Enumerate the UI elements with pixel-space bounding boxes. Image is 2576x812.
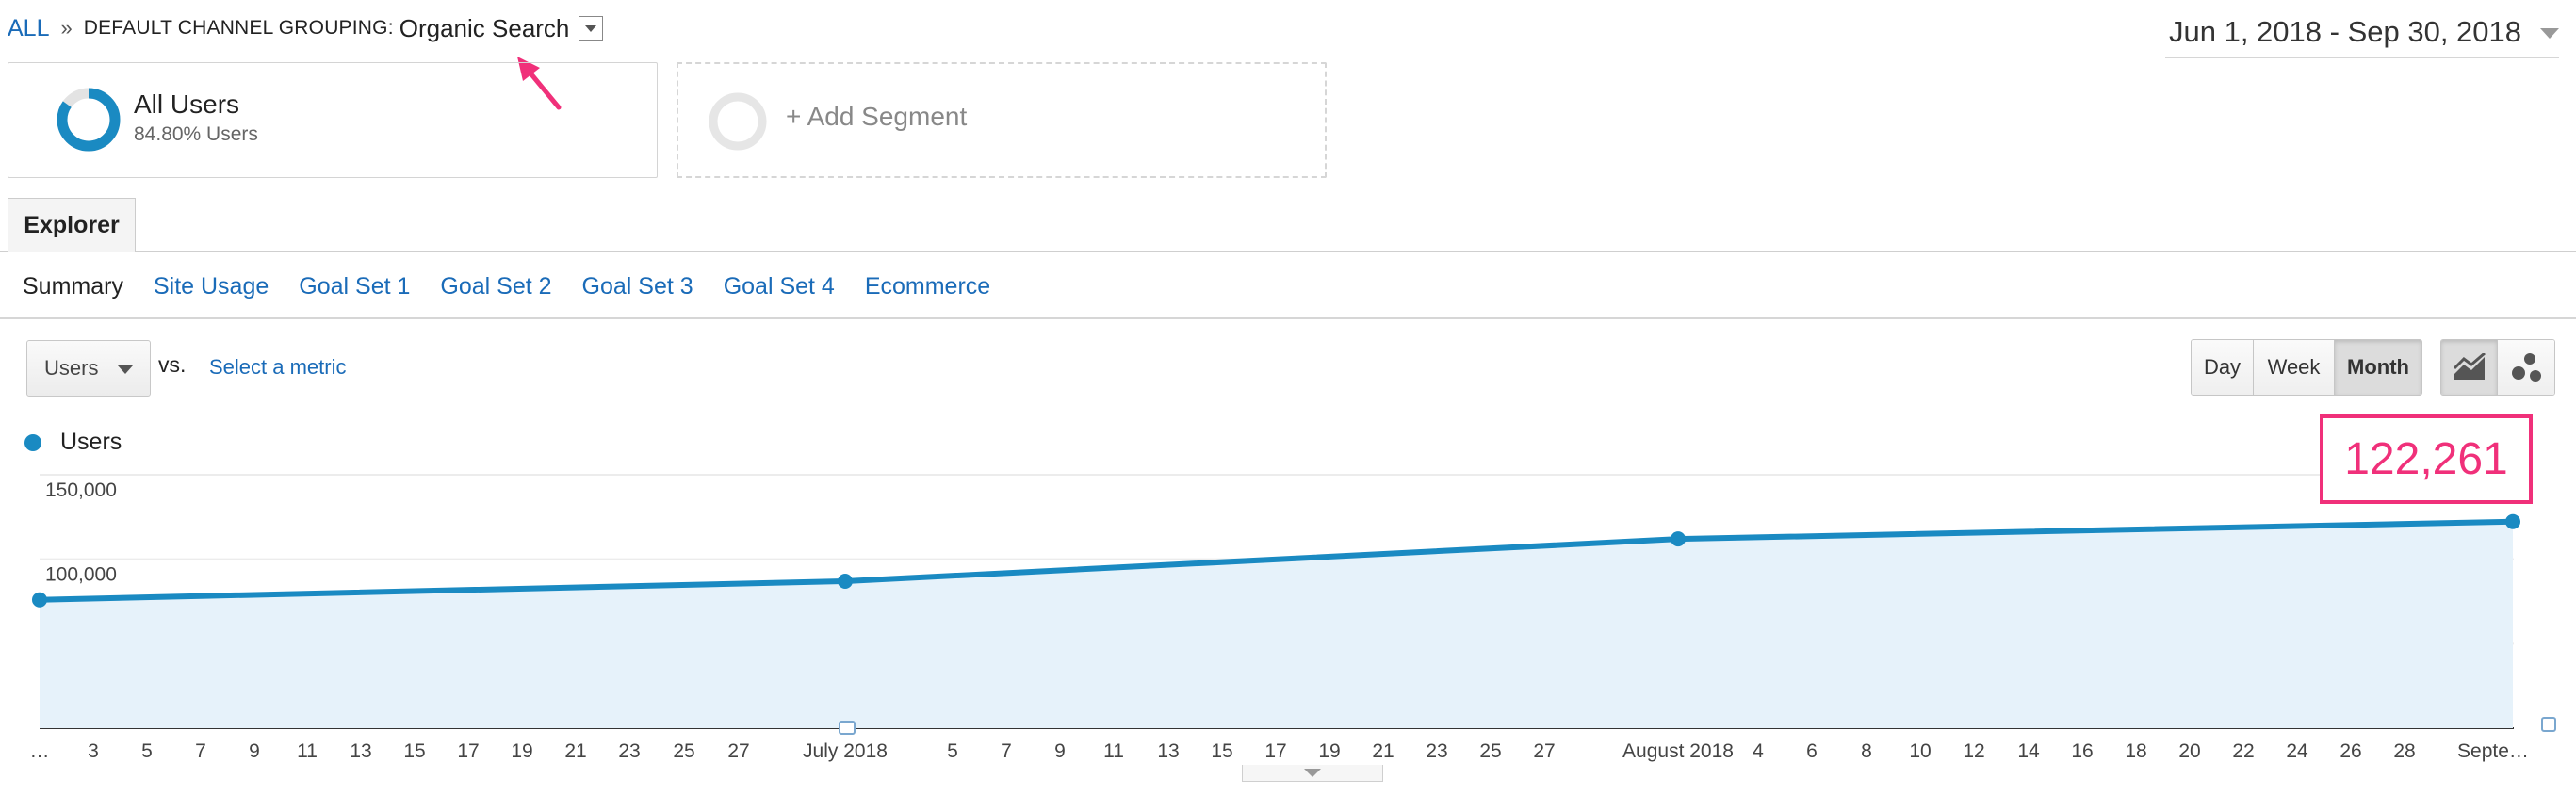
x-tick-label: 8 <box>1861 740 1872 762</box>
subtab-goal-set-2[interactable]: Goal Set 2 <box>440 272 552 300</box>
x-tick-label: 9 <box>1054 740 1066 762</box>
subtab-divider <box>0 317 2576 319</box>
metric-select[interactable]: Users <box>26 340 151 397</box>
x-tick-label: 21 <box>564 740 586 762</box>
y-tick-label: 100,000 <box>45 564 117 586</box>
chevron-down-icon <box>2540 28 2559 39</box>
x-tick-label: 19 <box>1318 740 1340 762</box>
period-week-button[interactable]: Week <box>2254 340 2335 395</box>
motion-chart-view-button[interactable] <box>2498 340 2554 395</box>
period-day-button[interactable]: Day <box>2192 340 2254 395</box>
x-tick-label: 23 <box>618 740 640 762</box>
annotation-marker-icon <box>2541 717 2556 732</box>
subtab-ecommerce[interactable]: Ecommerce <box>864 272 991 300</box>
line-chart-view-button[interactable] <box>2441 340 2498 395</box>
x-tick-label: 25 <box>673 740 694 762</box>
subtab-summary[interactable]: Summary <box>23 272 123 300</box>
y-tick-label: 150,000 <box>45 479 117 501</box>
x-tick-label: 27 <box>1533 740 1555 762</box>
x-tick-label: 3 <box>88 740 99 762</box>
x-tick-label: 19 <box>511 740 532 762</box>
x-tick-label: 27 <box>727 740 749 762</box>
x-tick-label: 13 <box>1157 740 1179 762</box>
subtab-site-usage[interactable]: Site Usage <box>153 272 269 300</box>
date-range-text: Jun 1, 2018 - Sep 30, 2018 <box>2169 15 2522 48</box>
breadcrumb-dimension-value: Organic Search <box>399 13 570 42</box>
bubble-chart-icon <box>2512 353 2541 382</box>
x-tick-label: 22 <box>2232 740 2254 762</box>
x-tick-label: 11 <box>297 740 318 762</box>
x-tick-label: 16 <box>2071 740 2093 762</box>
breadcrumb-dimension-label: DEFAULT CHANNEL GROUPING: <box>83 17 394 39</box>
vs-label: vs. <box>158 352 187 377</box>
chart-legend: Users <box>24 429 122 456</box>
x-tick-label: 21 <box>1372 740 1394 762</box>
chevron-down-icon <box>118 365 133 374</box>
x-tick-label: 14 <box>2017 740 2040 762</box>
segment-name: All Users <box>134 89 240 119</box>
x-tick-label: 13 <box>350 740 371 762</box>
breadcrumb: ALL » DEFAULT CHANNEL GROUPING: Organic … <box>8 11 604 45</box>
segment-all-users[interactable]: All Users 84.80% Users <box>8 62 658 178</box>
x-tick-label: 5 <box>947 740 958 762</box>
breadcrumb-all-link[interactable]: ALL <box>8 14 50 41</box>
legend-label: Users <box>60 429 122 455</box>
add-segment-button[interactable]: + Add Segment <box>677 62 1327 178</box>
users-over-time-chart: 150,000100,00050,000…3579111315171921232… <box>30 474 2556 762</box>
subtab-goal-set-3[interactable]: Goal Set 3 <box>581 272 693 300</box>
chart-type-toggle <box>2440 339 2555 396</box>
segment-share: 84.80% Users <box>134 123 258 145</box>
x-tick-label: August 2018 <box>1622 740 1734 762</box>
series-line <box>39 518 2514 603</box>
x-tick-label: July 2018 <box>803 740 888 762</box>
x-tick-label: 7 <box>195 740 206 762</box>
line-chart-icon <box>2453 353 2486 380</box>
tab-explorer[interactable]: Explorer <box>8 198 136 252</box>
empty-segment-ring-icon <box>709 92 767 151</box>
x-tick-label: 17 <box>1264 740 1286 762</box>
legend-swatch <box>24 433 41 451</box>
x-tick-label: 7 <box>1001 740 1012 762</box>
x-tick-label: 9 <box>249 740 260 762</box>
x-tick-label: 28 <box>2393 740 2415 762</box>
x-tick-label: 25 <box>1479 740 1501 762</box>
x-tick-label: 4 <box>1753 740 1764 762</box>
add-segment-label: + Add Segment <box>786 102 968 131</box>
x-tick-label: 15 <box>403 740 425 762</box>
x-tick-label: 11 <box>1103 740 1124 762</box>
x-tick-label: 18 <box>2125 740 2146 762</box>
x-tick-label: 10 <box>1909 740 1931 762</box>
x-tick-label: Septe… <box>2457 740 2529 762</box>
x-tick-label: 5 <box>141 740 153 762</box>
annotation-callout-value: 122,261 <box>2320 414 2533 504</box>
breadcrumb-separator: » <box>60 16 73 40</box>
subtab-goal-set-1[interactable]: Goal Set 1 <box>299 272 411 300</box>
chart-expand-handle[interactable] <box>1242 765 1383 782</box>
subtab-goal-set-4[interactable]: Goal Set 4 <box>723 272 835 300</box>
period-month-button[interactable]: Month <box>2335 340 2421 395</box>
x-tick-label: 15 <box>1211 740 1232 762</box>
period-toggle: Day Week Month <box>2191 339 2422 396</box>
x-tick-label: 20 <box>2178 740 2200 762</box>
x-tick-label: 17 <box>457 740 479 762</box>
data-point <box>2505 513 2520 529</box>
tab-divider <box>0 251 2576 252</box>
data-point <box>1671 531 1686 547</box>
data-point <box>838 573 853 589</box>
metric-select-value: Users <box>44 356 99 380</box>
series-area <box>40 521 2513 728</box>
data-point <box>32 592 47 608</box>
x-tick-label: … <box>30 740 50 762</box>
dimension-dropdown-button[interactable] <box>579 16 604 41</box>
segment-donut-icon <box>57 88 121 152</box>
x-tick-label: 26 <box>2340 740 2361 762</box>
x-tick-label: 6 <box>1806 740 1818 762</box>
select-metric-link[interactable]: Select a metric <box>209 355 347 379</box>
x-tick-label: 24 <box>2286 740 2308 762</box>
x-tick-label: 23 <box>1426 740 1447 762</box>
annotation-marker-icon <box>839 721 856 735</box>
explorer-subtabs: Summary Site Usage Goal Set 1 Goal Set 2… <box>23 268 1020 305</box>
x-tick-label: 12 <box>1963 740 1984 762</box>
date-range-picker[interactable]: Jun 1, 2018 - Sep 30, 2018 <box>2165 15 2559 58</box>
